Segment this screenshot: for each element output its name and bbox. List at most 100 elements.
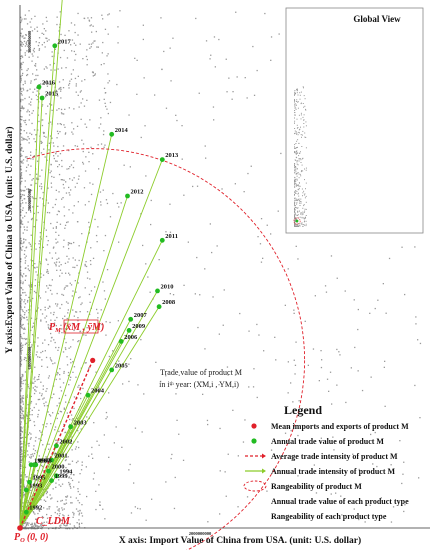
inset-point	[305, 137, 307, 138]
background-point	[43, 82, 46, 84]
background-point	[287, 392, 289, 394]
background-point	[23, 301, 25, 303]
background-point	[89, 278, 91, 280]
background-point	[31, 371, 33, 373]
background-point	[34, 523, 36, 525]
point-2013	[159, 157, 165, 163]
background-point	[99, 191, 102, 193]
inset-point	[305, 108, 306, 110]
background-point	[77, 320, 79, 322]
inset-point	[294, 168, 296, 170]
background-point	[41, 169, 43, 171]
background-point	[106, 202, 109, 205]
background-point	[43, 132, 45, 134]
background-point	[45, 291, 47, 293]
background-point	[170, 384, 172, 386]
background-point	[109, 101, 112, 104]
background-point	[58, 402, 60, 404]
x-axis-title: X axis: Import Value of China from USA. …	[119, 535, 361, 546]
inset-point	[294, 147, 296, 149]
background-point	[45, 456, 47, 458]
background-point	[49, 252, 51, 254]
background-point	[390, 521, 393, 523]
background-point	[63, 524, 65, 526]
background-point	[81, 515, 84, 517]
inset-point	[294, 179, 296, 181]
background-point	[66, 524, 68, 527]
background-point	[97, 144, 99, 146]
background-point	[27, 443, 29, 445]
background-point	[23, 451, 25, 454]
background-point	[90, 263, 92, 266]
background-point	[63, 508, 65, 510]
background-point	[55, 346, 57, 349]
background-point	[61, 113, 63, 115]
background-point	[75, 291, 77, 293]
background-point	[344, 290, 346, 292]
svg-text:PM(x̄M , ȳM): PM (x̄M , ȳM)	[49, 322, 104, 334]
background-point	[128, 363, 130, 365]
background-point	[64, 315, 66, 317]
background-point	[30, 495, 32, 497]
background-point	[313, 464, 315, 466]
background-point	[84, 362, 86, 364]
background-point	[33, 138, 35, 140]
background-point	[33, 155, 35, 157]
background-point	[48, 122, 50, 124]
background-point	[20, 302, 22, 304]
background-point	[77, 221, 79, 223]
background-point	[62, 183, 64, 186]
background-point	[49, 289, 52, 292]
inset-point	[295, 218, 297, 220]
background-point	[39, 392, 41, 394]
background-point	[102, 41, 104, 44]
background-point	[284, 432, 287, 434]
background-point	[100, 201, 102, 203]
background-point	[297, 258, 299, 260]
background-point	[94, 218, 96, 221]
background-point	[34, 279, 37, 281]
background-point	[68, 347, 70, 349]
background-point	[74, 448, 77, 450]
point-2011	[159, 237, 165, 243]
background-point	[22, 162, 24, 164]
background-point	[20, 211, 22, 213]
background-point	[20, 482, 22, 485]
inset-point	[294, 110, 296, 111]
year-label-2007: 2007	[134, 312, 148, 319]
background-point	[32, 322, 35, 324]
inset-point	[295, 212, 296, 214]
background-point	[66, 255, 68, 257]
background-point	[403, 461, 405, 463]
inset-point	[294, 217, 296, 218]
year-label-2011: 2011	[165, 233, 178, 240]
background-point	[63, 372, 65, 374]
background-point	[49, 103, 51, 105]
legend-marker-rangeability	[243, 480, 267, 492]
background-point	[72, 511, 74, 514]
background-point	[82, 161, 84, 164]
background-point	[84, 170, 87, 172]
background-point	[58, 108, 60, 110]
background-point	[52, 247, 55, 249]
background-point	[278, 33, 280, 35]
background-point	[31, 133, 33, 136]
background-point	[49, 415, 52, 417]
background-point	[26, 476, 28, 478]
intensity-line-2017	[19, 45, 56, 529]
background-point	[25, 212, 27, 214]
background-point	[280, 152, 282, 155]
inset-point	[301, 214, 303, 216]
background-point	[20, 363, 22, 365]
background-point	[68, 477, 70, 479]
background-point	[41, 365, 43, 367]
point-1992	[23, 509, 29, 515]
background-point	[66, 469, 68, 471]
background-point	[42, 246, 44, 248]
background-point	[92, 457, 94, 459]
background-point	[39, 185, 41, 187]
background-point	[103, 130, 105, 132]
background-point	[40, 395, 43, 397]
background-point	[25, 41, 28, 43]
inset-point	[295, 131, 297, 133]
